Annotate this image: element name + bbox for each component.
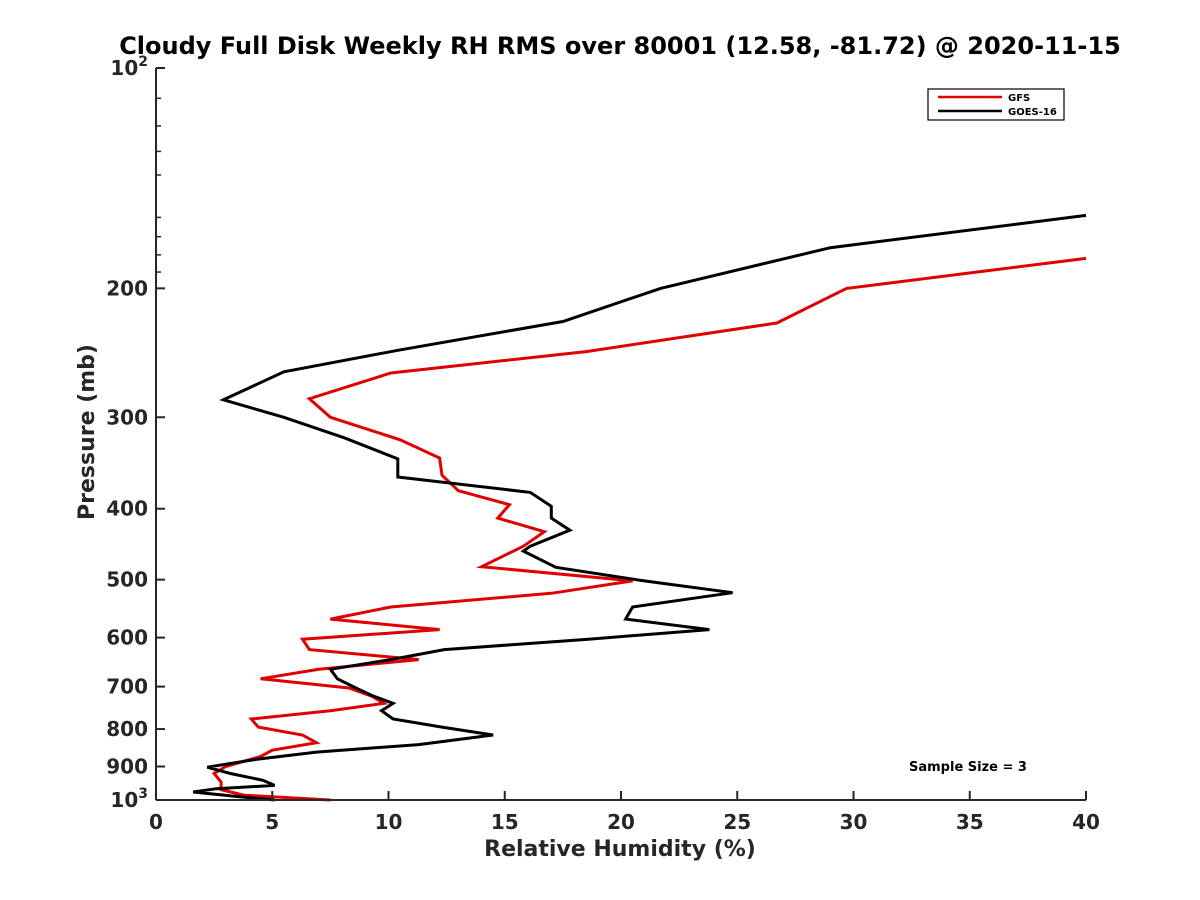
y-tick-label: 800 <box>106 717 148 741</box>
x-tick-label: 30 <box>840 810 868 834</box>
x-tick-label: 35 <box>956 810 984 834</box>
y-tick-label: 900 <box>106 755 148 779</box>
y-tick-label: 300 <box>106 405 148 429</box>
y-tick-label: 102 <box>110 54 148 80</box>
x-tick-label: 40 <box>1072 810 1100 834</box>
x-axis-ticks: 0 5 10 15 20 25 30 35 40 <box>149 791 1100 834</box>
y-tick-label: 200 <box>106 276 148 300</box>
sample-size-annotation: Sample Size = 3 <box>909 760 1027 775</box>
series-line-goes-16 <box>192 213 1087 802</box>
y-axis-label: Pressure (mb) <box>75 344 100 520</box>
y-tick-label: 600 <box>106 626 148 650</box>
legend-label-gfs: GFS <box>1008 93 1030 104</box>
chart-title: Cloudy Full Disk Weekly RH RMS over 8000… <box>119 32 1121 60</box>
x-axis-label: Relative Humidity (%) <box>484 837 756 862</box>
x-tick-label: 20 <box>607 810 635 834</box>
x-tick-label: 25 <box>723 810 751 834</box>
y-axis-ticks: 102 200 300 400 500 600 700 800 900 103 <box>106 54 165 812</box>
legend-label-goes16: GOES-16 <box>1008 107 1057 118</box>
x-tick-label: 10 <box>375 810 403 834</box>
x-tick-label: 0 <box>149 810 163 834</box>
y-tick-label: 700 <box>106 675 148 699</box>
y-tick-label: 103 <box>110 786 148 812</box>
x-tick-label: 15 <box>491 810 519 834</box>
series-layer <box>192 213 1087 802</box>
y-tick-label: 500 <box>106 568 148 592</box>
x-tick-label: 5 <box>265 810 279 834</box>
y-tick-label: 400 <box>106 497 148 521</box>
legend-box <box>927 88 1065 121</box>
legend: GFS GOES-16 <box>927 88 1065 121</box>
series-line-gfs <box>211 256 1087 802</box>
